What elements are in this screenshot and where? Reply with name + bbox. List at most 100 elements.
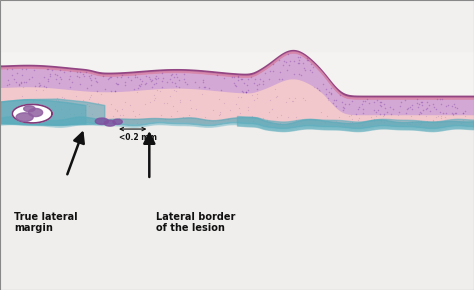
Point	[340, 106, 347, 110]
Point	[187, 105, 195, 110]
Point	[360, 110, 367, 115]
Point	[137, 82, 145, 87]
Point	[388, 112, 395, 117]
Point	[436, 97, 444, 101]
Point	[95, 100, 102, 105]
Point	[415, 119, 422, 123]
Point	[85, 104, 93, 109]
Point	[419, 108, 427, 113]
Point	[376, 112, 384, 116]
Point	[176, 98, 184, 103]
Point	[200, 85, 208, 90]
Point	[83, 102, 91, 106]
Point	[406, 105, 413, 110]
Point	[201, 114, 209, 119]
Point	[279, 77, 286, 81]
Point	[137, 77, 144, 82]
Point	[156, 89, 164, 94]
Point	[254, 92, 261, 97]
Point	[105, 75, 113, 80]
Point	[46, 72, 54, 77]
Point	[100, 74, 107, 78]
Point	[231, 82, 238, 87]
Point	[160, 100, 167, 105]
Point	[124, 75, 132, 80]
Point	[113, 81, 121, 86]
Point	[432, 106, 440, 111]
Point	[225, 117, 232, 121]
Point	[423, 118, 430, 123]
Point	[283, 100, 290, 104]
Point	[355, 105, 362, 109]
Text: True lateral
margin: True lateral margin	[14, 212, 78, 233]
Point	[23, 79, 30, 84]
Point	[317, 88, 324, 93]
Point	[25, 77, 32, 82]
Point	[311, 118, 319, 123]
Point	[243, 90, 250, 94]
Point	[264, 118, 271, 122]
Point	[109, 113, 117, 118]
Point	[175, 85, 182, 89]
Point	[322, 92, 329, 97]
Point	[45, 79, 52, 84]
Point	[209, 107, 216, 112]
Point	[59, 95, 66, 99]
Point	[38, 97, 46, 102]
Point	[121, 99, 128, 104]
Point	[86, 76, 94, 81]
Point	[3, 67, 11, 72]
Point	[266, 121, 273, 125]
Point	[249, 118, 256, 123]
Point	[260, 79, 267, 84]
Point	[13, 70, 20, 75]
Point	[66, 73, 73, 78]
Point	[66, 69, 74, 74]
Point	[60, 96, 68, 100]
Point	[88, 83, 95, 88]
Point	[72, 117, 79, 122]
Point	[276, 70, 284, 74]
Point	[248, 114, 256, 118]
Point	[143, 73, 150, 78]
Point	[36, 84, 43, 89]
Point	[76, 70, 83, 75]
Point	[422, 107, 430, 112]
Point	[310, 84, 318, 89]
Point	[152, 77, 160, 82]
Point	[141, 81, 148, 86]
Point	[152, 74, 160, 78]
Point	[377, 104, 384, 109]
Polygon shape	[12, 104, 52, 123]
Point	[173, 75, 181, 79]
Point	[244, 104, 252, 109]
Point	[461, 109, 468, 113]
Point	[361, 99, 369, 103]
Point	[292, 115, 300, 119]
Polygon shape	[113, 119, 122, 124]
Point	[381, 105, 389, 110]
Point	[418, 121, 425, 125]
Point	[205, 86, 213, 90]
Point	[108, 102, 115, 106]
Point	[17, 109, 24, 114]
Point	[259, 82, 266, 86]
Point	[18, 93, 26, 98]
Point	[284, 52, 292, 56]
Point	[163, 80, 171, 85]
Point	[80, 72, 87, 76]
Point	[131, 75, 139, 79]
Point	[247, 75, 255, 79]
Point	[291, 95, 299, 100]
Point	[244, 83, 251, 88]
Point	[295, 72, 302, 77]
Point	[230, 75, 238, 79]
Point	[133, 90, 141, 94]
Point	[42, 84, 50, 89]
Point	[301, 98, 309, 102]
Point	[88, 112, 95, 116]
Point	[36, 83, 44, 88]
Point	[101, 86, 109, 91]
Point	[341, 102, 348, 106]
Point	[260, 116, 267, 120]
